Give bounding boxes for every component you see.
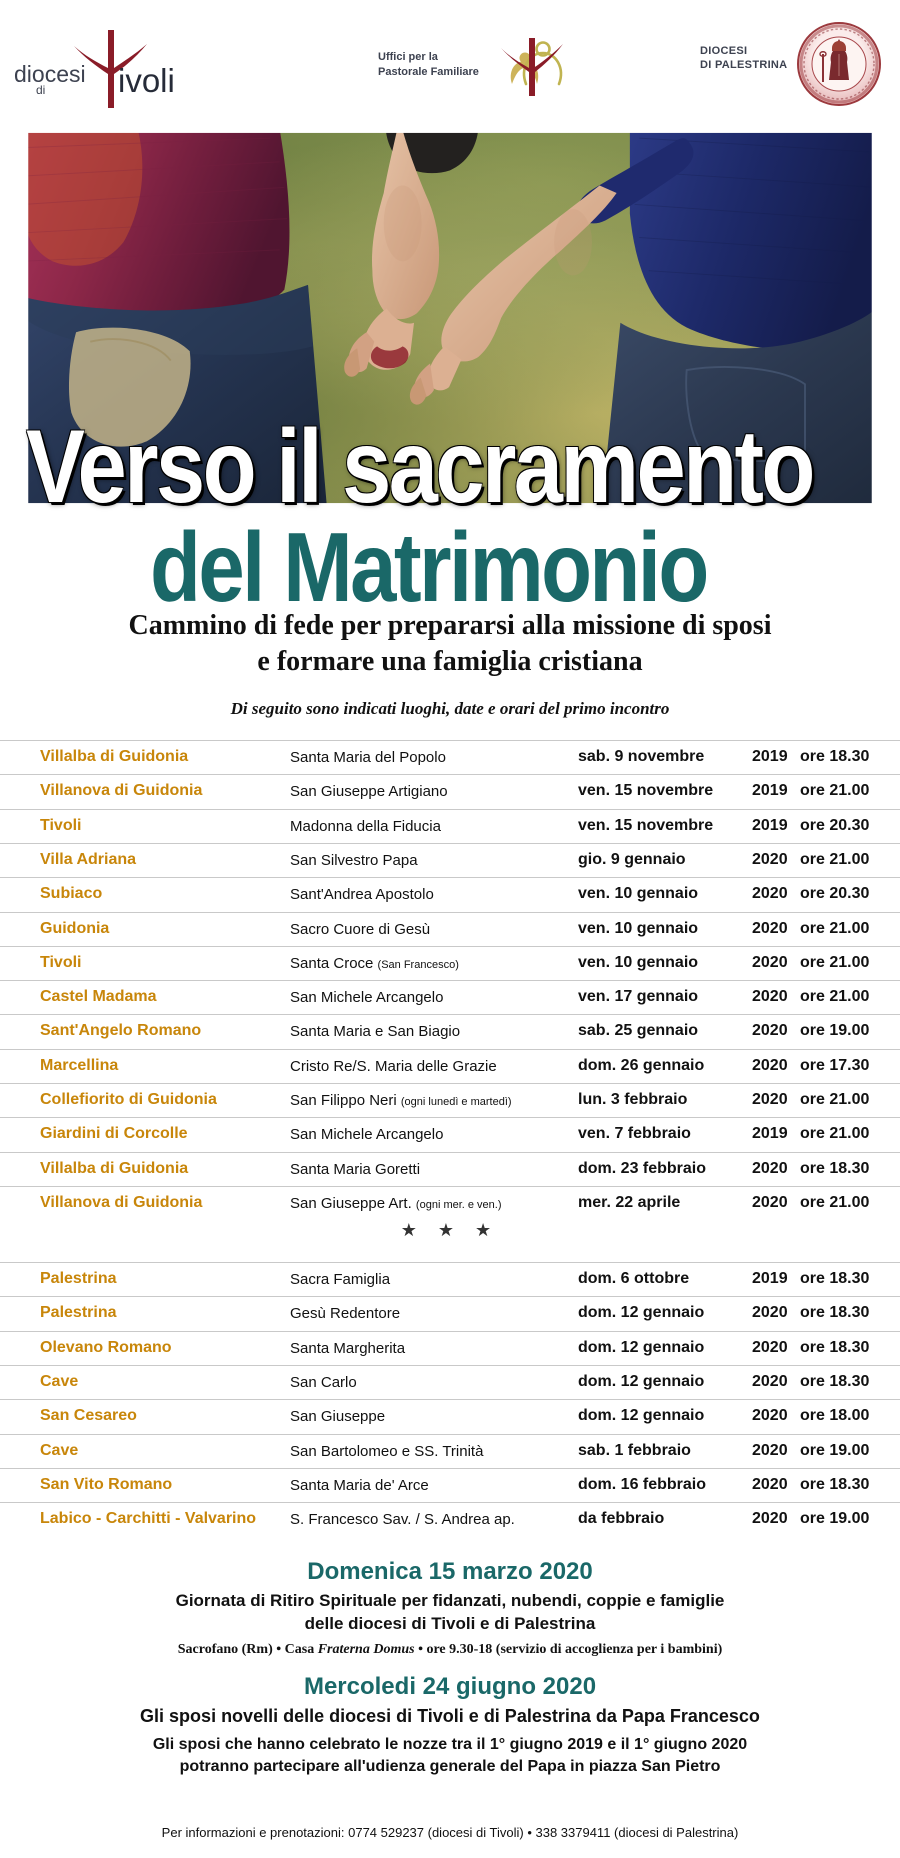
svg-text:diocesi: diocesi	[14, 61, 86, 87]
svg-text:Uffici per la: Uffici per la	[378, 51, 439, 63]
svg-text:di: di	[36, 83, 45, 97]
svg-text:ivoli: ivoli	[118, 62, 175, 99]
svg-text:Pastorale Familiare: Pastorale Familiare	[378, 66, 479, 78]
